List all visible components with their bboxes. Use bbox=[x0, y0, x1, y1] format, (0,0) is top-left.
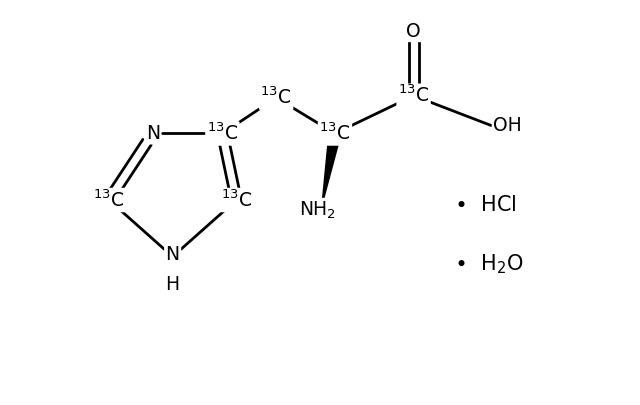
Polygon shape bbox=[322, 132, 341, 205]
Text: N: N bbox=[146, 124, 160, 143]
Text: O: O bbox=[406, 22, 421, 40]
Text: $^{13}$C: $^{13}$C bbox=[207, 123, 238, 144]
Text: NH$_2$: NH$_2$ bbox=[299, 199, 335, 221]
Text: $^{13}$C: $^{13}$C bbox=[319, 123, 351, 144]
Text: $^{13}$C: $^{13}$C bbox=[93, 189, 125, 211]
Text: $^{13}$C: $^{13}$C bbox=[398, 85, 429, 107]
Text: $^{13}$C: $^{13}$C bbox=[221, 189, 252, 211]
Text: $\bullet$  H$_2$O: $\bullet$ H$_2$O bbox=[454, 253, 524, 276]
Text: OH: OH bbox=[493, 116, 522, 135]
Text: $^{13}$C: $^{13}$C bbox=[260, 87, 292, 109]
Text: $\bullet$  HCl: $\bullet$ HCl bbox=[454, 195, 517, 215]
Text: N: N bbox=[166, 245, 180, 264]
Text: H: H bbox=[166, 275, 180, 294]
